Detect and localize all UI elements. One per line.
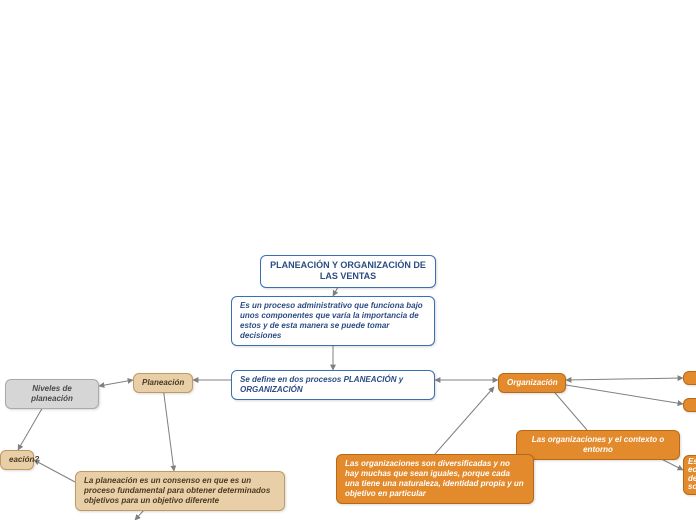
- node-organizacion: Organización: [498, 373, 566, 393]
- edge-4: [163, 387, 174, 471]
- node-split: Se define en dos procesos PLANEACIÓN y O…: [231, 370, 435, 400]
- node-plan_def: La planeación es un consenso en que es u…: [75, 471, 285, 511]
- edge-13: [566, 385, 683, 404]
- edge-11: [435, 387, 494, 454]
- node-org_div: Las organizaciones son diversificadas y …: [336, 454, 534, 504]
- node-root: PLANEACIÓN Y ORGANIZACIÓN DE LAS VENTAS: [260, 255, 436, 288]
- edge-3: [99, 380, 133, 386]
- node-eacion: eación?: [0, 450, 34, 470]
- edge-9: [566, 378, 683, 380]
- node-right2: [683, 398, 696, 412]
- edge-10: [550, 387, 587, 430]
- node-right3: Es ec de so: [683, 455, 696, 495]
- edge-6: [34, 460, 75, 482]
- node-planeacion: Planeación: [133, 373, 193, 393]
- node-niveles: Niveles de planeación: [5, 379, 99, 409]
- node-desc: Es un proceso administrativo que funcion…: [231, 296, 435, 346]
- node-right1: [683, 371, 696, 385]
- node-org_context: Las organizaciones y el contexto o entor…: [516, 430, 680, 460]
